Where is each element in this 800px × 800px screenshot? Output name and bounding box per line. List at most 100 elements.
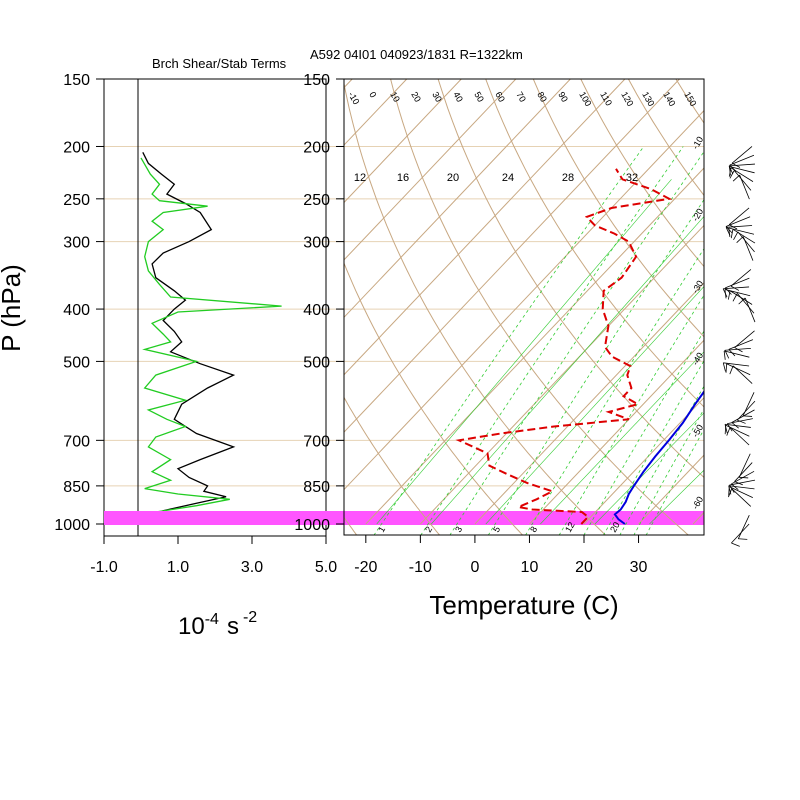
- surface-highlight-band: [104, 511, 704, 525]
- mixing-ratio-label: 32: [626, 172, 638, 184]
- dry-adiabat-label: -70: [690, 567, 705, 583]
- wind-barb-flag: [723, 350, 726, 360]
- mixing-ratio-line: [449, 150, 704, 535]
- isotherm-line: [748, 79, 800, 524]
- wind-barb-staff: [725, 277, 750, 289]
- wind-barb-flag: [730, 229, 734, 239]
- wind-barb-staff: [729, 479, 756, 486]
- wind-barb-staff: [728, 339, 754, 350]
- temperature-tick: -10: [409, 559, 432, 576]
- mixing-ratio-line: [487, 198, 704, 535]
- left-pressure-tick: 150: [63, 72, 90, 89]
- mixing-ratio-line: [525, 247, 704, 535]
- moist-adiabat-line: [485, 285, 704, 525]
- wind-barb-staff: [728, 207, 750, 225]
- wind-barb-staff: [728, 163, 755, 167]
- wind-barb-flag: [728, 488, 733, 498]
- left-x-tick: -1.0: [90, 559, 118, 576]
- mixing-ratio-label: 12: [354, 172, 366, 184]
- mixing-ratio-line: [633, 408, 704, 535]
- left-x-tick: 5.0: [315, 559, 337, 576]
- isotherm-line: [344, 79, 626, 376]
- wind-barb-staff: [731, 523, 750, 544]
- left-x-tick: 3.0: [241, 559, 263, 576]
- mixing-ratio-label: 20: [447, 172, 459, 184]
- mixing-ratio-bottom-label: 2: [423, 525, 434, 534]
- stability-term-line: [140, 157, 282, 520]
- isotherm-line: [344, 79, 408, 146]
- wind-barb-flag: [724, 287, 732, 295]
- dry-adiabat-line: [760, 63, 800, 536]
- left-pressure-tick: 200: [63, 139, 90, 156]
- dry-adiabat-line: [580, 79, 704, 268]
- mixing-ratio-line: [583, 330, 704, 535]
- temperature-tick: 10: [521, 559, 539, 576]
- moist-adiabat-line: [431, 215, 704, 525]
- dry-adiabat-label: -60: [690, 495, 705, 511]
- wind-barb-flag: [738, 297, 746, 305]
- isotherm-label: 40: [451, 90, 465, 104]
- dry-adiabat-label: -10: [690, 135, 705, 151]
- wind-barb-staff: [731, 488, 752, 507]
- right-pressure-tick: 150: [303, 72, 330, 89]
- left-pressure-tick-labels: 150 200 250 300 400 500 700 850 1000: [54, 72, 104, 534]
- wind-barb-flag: [743, 415, 753, 417]
- mixing-ratio-line: [373, 146, 645, 535]
- isotherm-line: [344, 79, 353, 89]
- isotherm-label: 50: [472, 90, 486, 104]
- temperature-profile-line: [613, 390, 704, 525]
- wind-barb-flag: [726, 427, 731, 436]
- left-pressure-tick: 400: [63, 302, 90, 319]
- left-pressure-tick: 850: [63, 479, 90, 496]
- mixing-ratio-bottom-label: 20: [608, 520, 622, 534]
- wind-barb-staff: [728, 227, 755, 235]
- wind-barb-flag: [733, 231, 739, 241]
- left-x-tick-labels: -1.0 1.0 3.0 5.0: [90, 536, 337, 576]
- wind-barb-staff: [738, 453, 751, 478]
- wind-barb-staff: [727, 418, 753, 424]
- wind-barb-staff: [730, 167, 754, 182]
- dry-adiabat-line: [713, 63, 800, 536]
- moist-adiabat-line: [649, 469, 704, 525]
- moist-adiabat-line: [540, 351, 704, 525]
- wind-barb-staff: [728, 485, 755, 490]
- mixing-ratio-line: [645, 428, 704, 535]
- shear-x-axis-title: 10-4 s -2: [178, 609, 257, 640]
- isotherm-label: 30: [430, 90, 444, 104]
- wind-barb-flag: [739, 476, 749, 479]
- left-pressure-tick: 1000: [54, 517, 90, 534]
- wind-barb-staff: [724, 350, 750, 358]
- dry-adiabat-line: [675, 79, 704, 124]
- isotherm-label: 80: [535, 90, 549, 104]
- x-axis-title-unit-exp: -2: [243, 609, 257, 626]
- wind-barb-staff: [736, 400, 756, 421]
- wind-barb-staff: [733, 170, 752, 191]
- temperature-axis-title: Temperature (C): [429, 590, 618, 620]
- y-axis-title: P (hPa): [0, 264, 26, 352]
- shear-panel-frame: [103, 78, 327, 537]
- right-pressure-tick: 700: [303, 433, 330, 450]
- dry-adiabat-line: [627, 79, 704, 197]
- dry-adiabat-line: [344, 396, 441, 535]
- isotherm-line: [0, 79, 189, 524]
- isotherm-label: 120: [619, 90, 635, 108]
- x-axis-title-base: 10: [178, 613, 205, 640]
- wind-barb-staff: [725, 216, 751, 227]
- isotherm-label: 20: [409, 90, 423, 104]
- left-pressure-tick: 700: [63, 433, 90, 450]
- mixing-ratio-bottom-label: 12: [563, 520, 577, 534]
- dry-adiabat-line: [344, 81, 607, 535]
- dry-adiabat-line: [344, 261, 524, 535]
- wind-barb-flag: [728, 167, 732, 177]
- wind-barb-flag: [731, 542, 740, 547]
- skewt-panel-frame: [343, 78, 705, 536]
- left-pressure-tick: 500: [63, 354, 90, 371]
- moist-adiabat-line: [594, 412, 704, 525]
- wind-barb-staff: [736, 293, 755, 314]
- wind-barb-flag: [732, 174, 740, 182]
- isotherm-label: 140: [661, 90, 677, 108]
- dry-adiabat-label: -80: [690, 639, 705, 655]
- isotherm-line: [529, 339, 704, 525]
